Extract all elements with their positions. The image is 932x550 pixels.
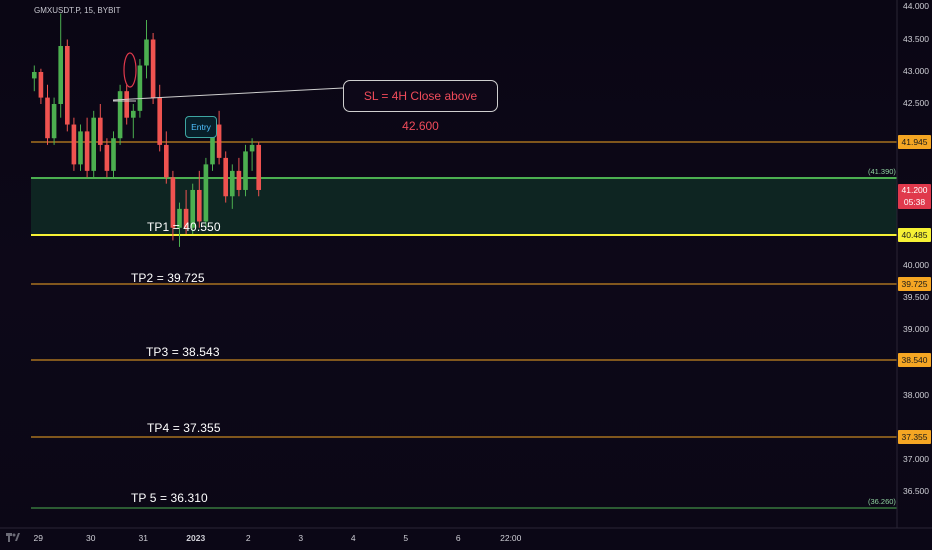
y-tick-label: 43.500 (903, 33, 929, 44)
horizontal-levels (31, 141, 897, 509)
candle-body (236, 170, 242, 190)
highlight-circle (123, 52, 137, 88)
candle-body (84, 131, 90, 171)
tp2-label: TP2 = 39.725 (131, 271, 205, 285)
candle-body (124, 91, 130, 118)
x-tick-label: 4 (350, 533, 356, 543)
candle-body (243, 151, 248, 190)
x-tick-label: 3 (298, 533, 304, 543)
candle-body (111, 138, 116, 171)
candle-body (163, 144, 169, 178)
symbol-label: GMXUSDT.P, 15, BYBIT (34, 6, 121, 15)
tradingview-logo-icon[interactable] (6, 532, 20, 542)
candle-body (45, 97, 50, 139)
candle-body (170, 177, 176, 228)
candle-body (196, 189, 202, 222)
x-tick-label: 2023 (186, 533, 206, 543)
y-tick-label: 39.000 (903, 324, 929, 334)
candle-body (203, 164, 209, 222)
candle-body (144, 39, 149, 66)
candle-body (51, 104, 57, 139)
candle-body (78, 131, 83, 165)
y-tick-label: 39.500 (903, 292, 929, 302)
tp5-label: TP 5 = 36.310 (131, 491, 208, 505)
candle-body (223, 157, 229, 197)
candle-body (58, 46, 64, 104)
candle-body (157, 97, 163, 145)
price-tag-37.355: 37.355 (898, 430, 931, 444)
price-tag-38.540: 38.540 (898, 353, 931, 367)
sl-connector (112, 87, 344, 101)
y-tick-label: 44.000 (903, 1, 929, 11)
candles (31, 13, 262, 247)
x-tick-label: 31 (138, 533, 148, 543)
candle-body (216, 124, 222, 158)
x-tick-label: 6 (455, 533, 461, 543)
y-tick-label: 40.000 (903, 260, 929, 270)
tp1-label: TP1 = 40.550 (147, 220, 221, 234)
y-tick-label: 42.500 (903, 98, 929, 108)
y-tick-label: 37.000 (903, 454, 929, 464)
candle-body (150, 39, 156, 98)
countdown: 05:38 (903, 196, 926, 207)
stop-loss-note[interactable]: SL = 4H Close above 42.600 (343, 80, 498, 133)
current-price: 41.200 (901, 184, 928, 195)
candle-body (256, 144, 262, 190)
level-value-label: (36.260) (868, 497, 896, 506)
candle-body (229, 170, 235, 197)
candle-body (190, 189, 196, 228)
x-tick-label: 22:00 (500, 533, 522, 543)
x-tick-label: 30 (86, 533, 96, 543)
price-tag-39.725: 39.725 (898, 277, 931, 291)
price-tag-40.485: 40.485 (898, 228, 931, 242)
candle-body (64, 46, 70, 125)
candle-body (97, 117, 103, 145)
y-tick-label: 36.500 (903, 486, 929, 496)
level-value-label: (41.390) (868, 167, 896, 176)
candle-body (91, 117, 97, 171)
candle-body (183, 208, 189, 228)
candle-body (210, 124, 215, 165)
sl-trendline (112, 87, 344, 102)
tp3-label: TP3 = 38.543 (146, 345, 220, 359)
x-tick-label: 29 (33, 533, 43, 543)
candle-body (137, 65, 143, 111)
candle-body (38, 72, 44, 98)
y-tick-label: 38.000 (903, 390, 929, 400)
y-tick-label: 43.000 (903, 66, 929, 76)
x-tick-label: 2 (245, 533, 251, 543)
entry-zone-fill (31, 178, 897, 235)
candle-body (249, 144, 255, 152)
candle-body (130, 110, 136, 118)
price-tag-41.945: 41.945 (898, 135, 931, 149)
candle-body (31, 72, 37, 79)
entry-note[interactable]: Entry (185, 116, 217, 138)
candle-body (71, 124, 77, 165)
entry-zone (31, 178, 897, 235)
candle-body (177, 208, 182, 228)
candle-body (104, 144, 110, 171)
x-tick-label: 5 (403, 533, 409, 543)
current-price-tag: 41.200 05:38 (898, 183, 931, 209)
highlight-ellipse (123, 52, 137, 88)
candle-body (117, 91, 123, 139)
tp4-label: TP4 = 37.355 (147, 421, 221, 435)
